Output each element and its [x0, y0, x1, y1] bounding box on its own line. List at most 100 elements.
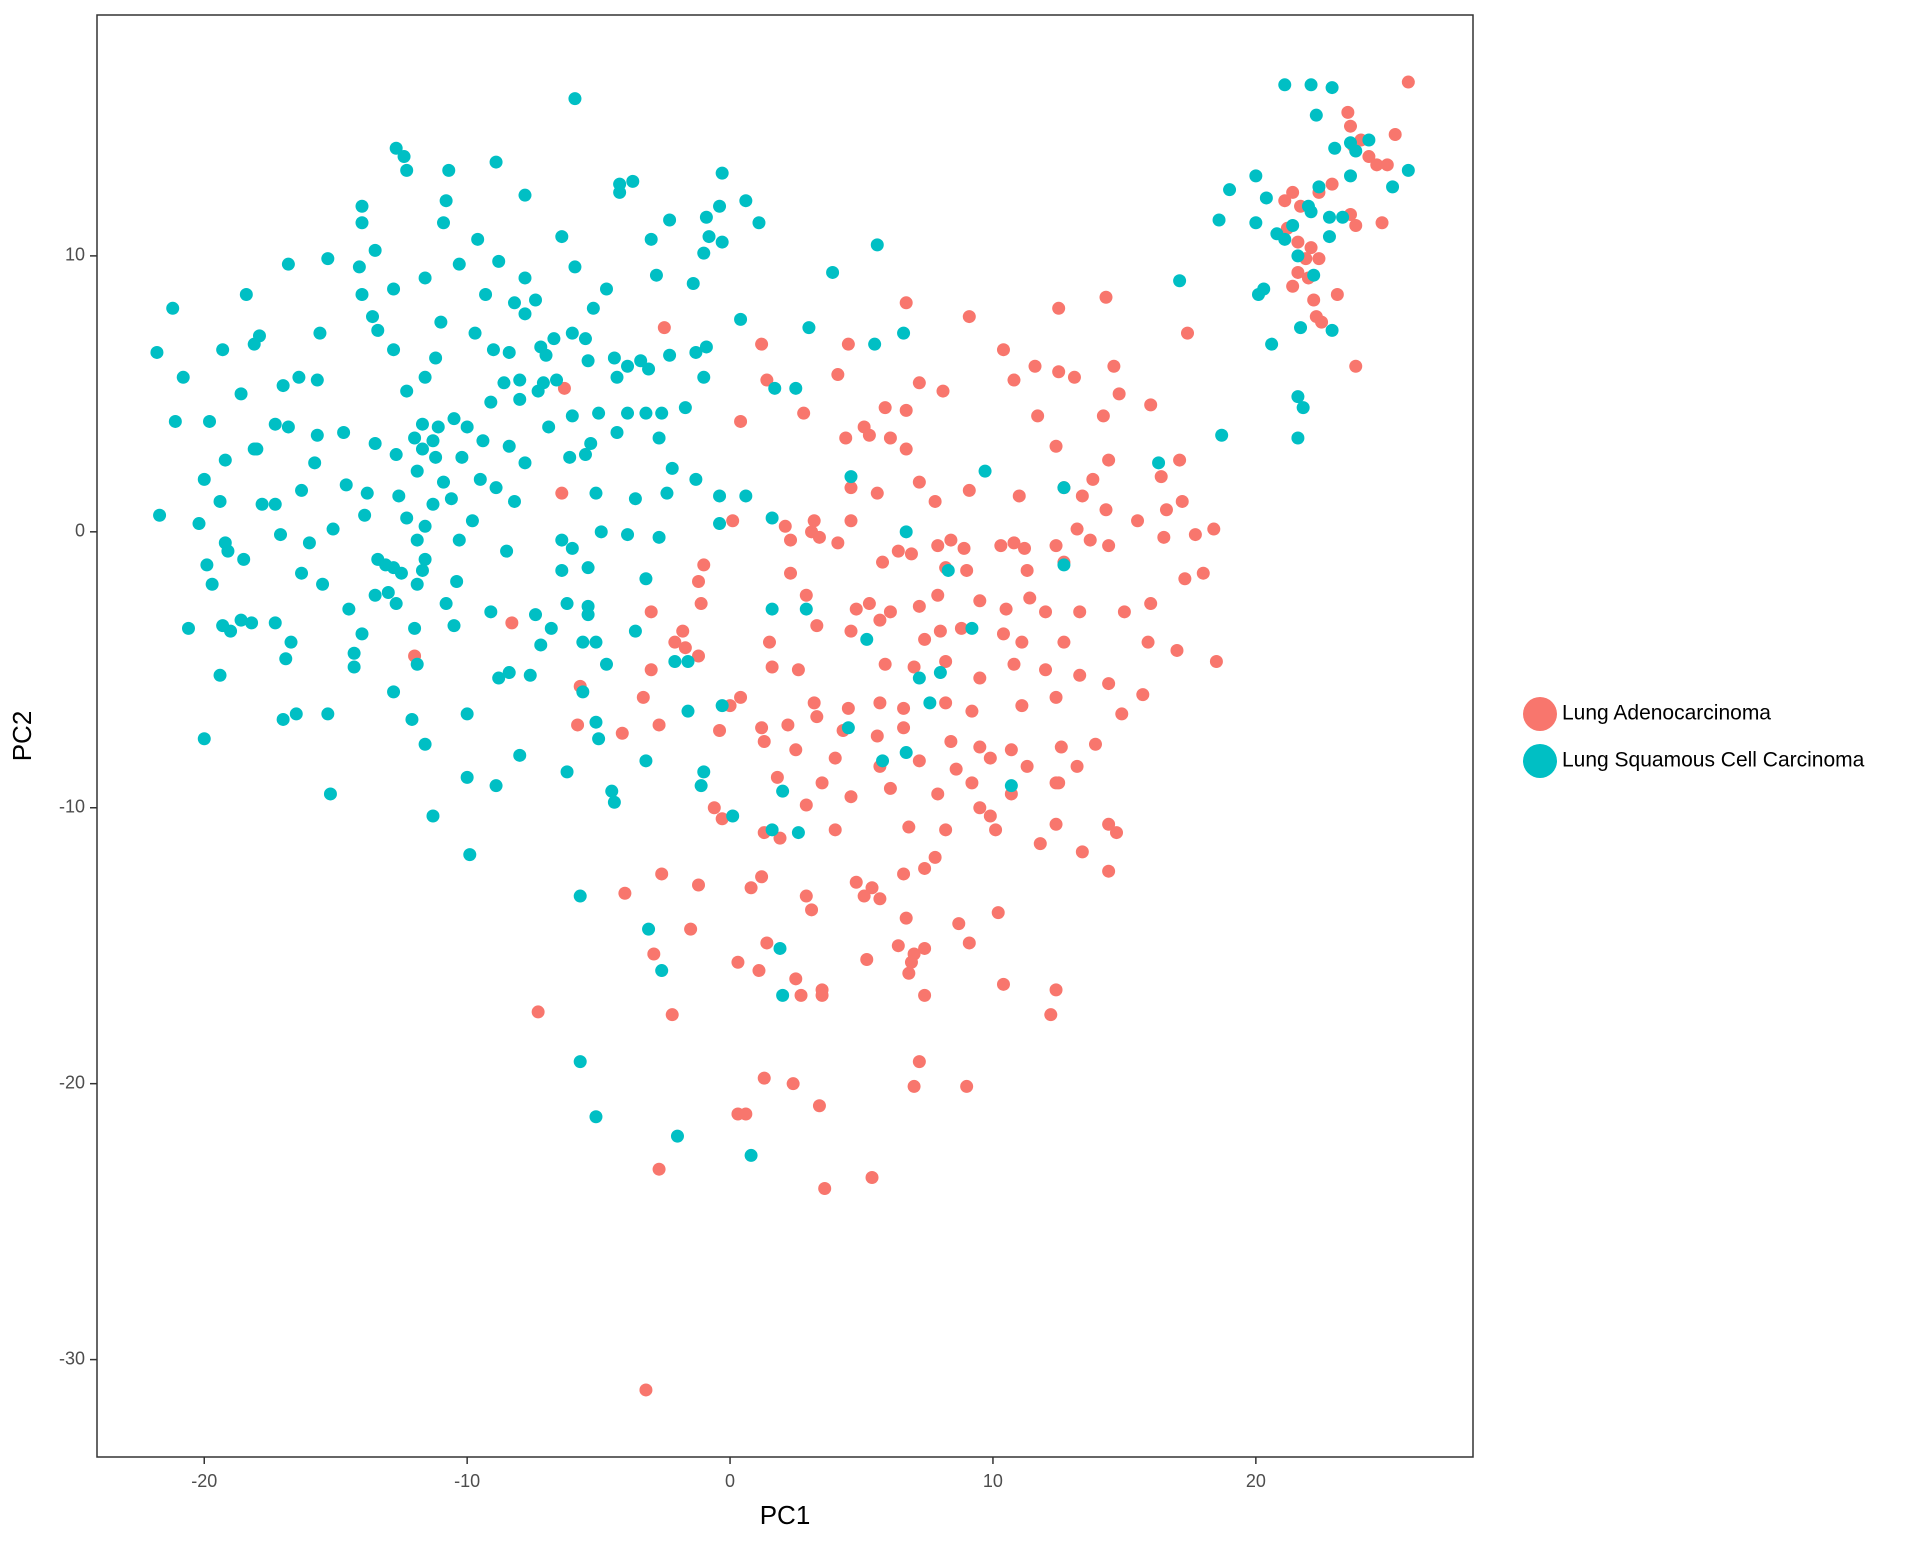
- point: [702, 230, 716, 244]
- point: [578, 448, 592, 462]
- point: [678, 401, 692, 415]
- point: [944, 735, 958, 749]
- point: [878, 401, 892, 415]
- point: [1178, 572, 1192, 586]
- point: [689, 345, 703, 359]
- point: [713, 517, 727, 531]
- point: [536, 376, 550, 390]
- point: [1004, 743, 1018, 757]
- point: [1012, 489, 1026, 503]
- point: [1049, 539, 1063, 553]
- point: [944, 533, 958, 547]
- point: [873, 613, 887, 627]
- point: [213, 494, 227, 508]
- point: [415, 442, 429, 456]
- point: [841, 701, 855, 715]
- point: [302, 536, 316, 550]
- point: [316, 577, 330, 591]
- point: [1291, 249, 1305, 263]
- point: [589, 486, 603, 500]
- point: [1031, 409, 1045, 423]
- point: [962, 483, 976, 497]
- point: [891, 939, 905, 953]
- point: [489, 779, 503, 793]
- point: [452, 257, 466, 271]
- point: [436, 475, 450, 489]
- point: [599, 657, 613, 671]
- point: [355, 216, 369, 230]
- point: [899, 403, 913, 417]
- point: [799, 798, 813, 812]
- point: [1343, 169, 1357, 183]
- point: [1028, 359, 1042, 373]
- point: [1049, 776, 1063, 790]
- point: [739, 489, 753, 503]
- point: [347, 646, 361, 660]
- point: [607, 795, 621, 809]
- point: [573, 1055, 587, 1069]
- point: [755, 337, 769, 351]
- point: [589, 1110, 603, 1124]
- point: [1083, 533, 1097, 547]
- legend-label: Lung Adenocarcinoma: [1562, 702, 1771, 725]
- point: [939, 654, 953, 668]
- point: [476, 434, 490, 448]
- point: [973, 594, 987, 608]
- point: [818, 1182, 832, 1196]
- point: [647, 947, 661, 961]
- point: [268, 616, 282, 630]
- point: [828, 823, 842, 837]
- point: [697, 765, 711, 779]
- point: [734, 414, 748, 428]
- point: [326, 522, 340, 536]
- point: [865, 881, 879, 895]
- point: [389, 448, 403, 462]
- point: [394, 566, 408, 580]
- point: [234, 613, 248, 627]
- point: [1102, 539, 1116, 553]
- point: [1312, 180, 1326, 194]
- point: [791, 663, 805, 677]
- point: [426, 497, 440, 511]
- point: [1131, 514, 1145, 528]
- point: [860, 632, 874, 646]
- point: [1073, 668, 1087, 682]
- point: [426, 809, 440, 823]
- point: [431, 420, 445, 434]
- point: [1207, 522, 1221, 536]
- point: [765, 660, 779, 674]
- point: [957, 541, 971, 555]
- point: [166, 301, 180, 315]
- point: [713, 199, 727, 213]
- point: [923, 696, 937, 710]
- point: [518, 271, 532, 285]
- point: [965, 621, 979, 635]
- point: [715, 166, 729, 180]
- point: [1286, 219, 1300, 233]
- point: [642, 922, 656, 936]
- point: [368, 243, 382, 257]
- point: [1007, 657, 1021, 671]
- point: [841, 721, 855, 735]
- point: [713, 489, 727, 503]
- point: [571, 718, 585, 732]
- point: [452, 533, 466, 547]
- point: [468, 326, 482, 340]
- legend-marker: [1523, 697, 1557, 731]
- x-tick-label: -10: [454, 1471, 480, 1491]
- point: [789, 743, 803, 757]
- point: [1291, 431, 1305, 445]
- point: [973, 671, 987, 685]
- point: [1102, 677, 1116, 691]
- point: [755, 870, 769, 884]
- point: [786, 1077, 800, 1091]
- point: [1341, 105, 1355, 119]
- point: [865, 1170, 879, 1184]
- point: [941, 563, 955, 577]
- point: [692, 574, 706, 588]
- point: [576, 635, 590, 649]
- point: [415, 417, 429, 431]
- point: [962, 936, 976, 950]
- point: [400, 511, 414, 525]
- point: [1007, 373, 1021, 387]
